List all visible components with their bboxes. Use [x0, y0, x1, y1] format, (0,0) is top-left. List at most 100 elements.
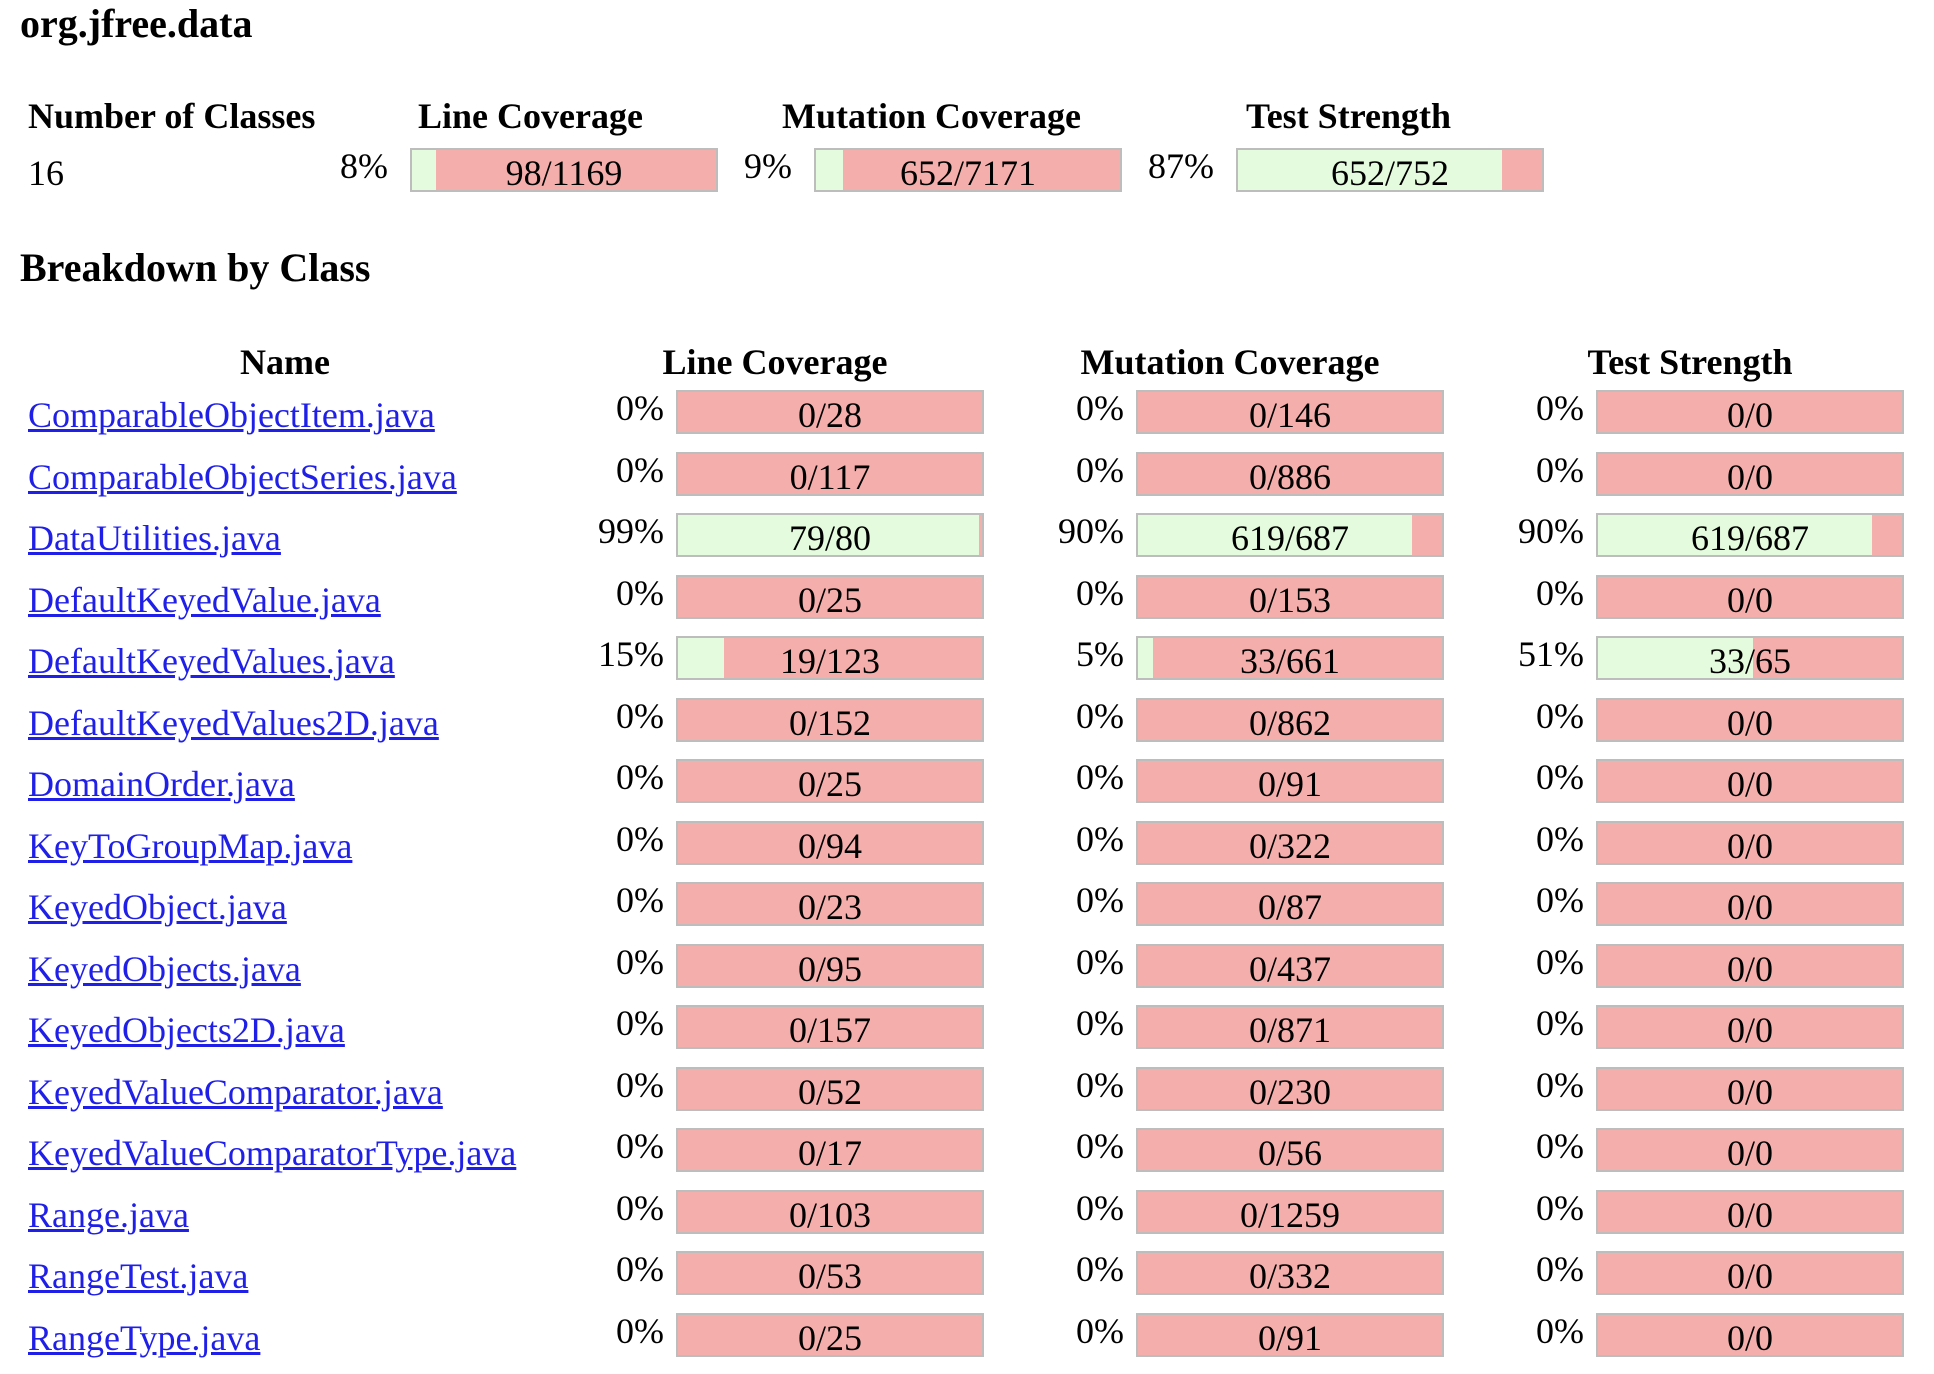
- bar-fill: [1138, 638, 1154, 678]
- bar-label: 0/25: [797, 764, 862, 803]
- class-link[interactable]: RangeType.java: [28, 1317, 261, 1358]
- bar-label: 0/87: [1257, 887, 1322, 926]
- summary-header-classes: Number of Classes: [28, 96, 316, 136]
- mutation-pct: 0%: [1076, 1126, 1124, 1166]
- mutation-pct: 90%: [1058, 511, 1124, 551]
- line-pct: 15%: [598, 634, 664, 674]
- strength-pct: 0%: [1536, 1003, 1584, 1043]
- line-bar: 0/25: [676, 1312, 984, 1357]
- bar-label: 0/152: [788, 702, 871, 742]
- class-link[interactable]: RangeTest.java: [28, 1256, 249, 1296]
- class-link[interactable]: KeyedValueComparator.java: [28, 1071, 443, 1112]
- line-pct: 0%: [616, 1126, 664, 1166]
- mutation-pct: 0%: [1076, 1310, 1124, 1351]
- strength-bar: 0/0: [1596, 759, 1904, 803]
- bar-label: 0/0: [1726, 764, 1773, 803]
- bar-label: 0/17: [797, 1133, 862, 1172]
- mutation-pct: 0%: [1076, 388, 1124, 428]
- bar-label: 0/28: [797, 395, 862, 434]
- class-link[interactable]: DomainOrder.java: [28, 764, 295, 804]
- mutation-bar: 0/1259: [1136, 1189, 1444, 1234]
- line-bar: 0/94: [676, 820, 984, 865]
- bar-label: 0/886: [1248, 456, 1331, 496]
- mutation-bar: 619/687: [1136, 513, 1444, 557]
- class-link[interactable]: DefaultKeyedValues.java: [28, 641, 395, 681]
- strength-bar: 0/0: [1596, 1312, 1904, 1357]
- bar-label: 0/157: [788, 1010, 871, 1049]
- line-pct: 0%: [616, 818, 664, 859]
- class-link[interactable]: KeyedObject.java: [28, 887, 287, 927]
- class-link[interactable]: ComparableObjectSeries.java: [28, 456, 457, 497]
- bar-label: 619/687: [1690, 518, 1809, 557]
- bar-label: 0/91: [1257, 764, 1322, 803]
- class-link[interactable]: ComparableObjectItem.java: [28, 395, 435, 435]
- bar-label: 0/0: [1726, 825, 1773, 865]
- bar-fill: [816, 150, 844, 190]
- line-pct: 0%: [616, 1249, 664, 1289]
- class-link[interactable]: DefaultKeyedValue.java: [28, 579, 381, 620]
- line-pct: 0%: [616, 1187, 664, 1228]
- bar-label: 0/25: [797, 1317, 862, 1357]
- class-link[interactable]: Range.java: [28, 1194, 189, 1235]
- mutation-bar: 0/146: [1136, 390, 1444, 434]
- mutation-pct: 5%: [1076, 634, 1124, 674]
- bar-label: 0/25: [797, 579, 862, 619]
- class-link[interactable]: DataUtilities.java: [28, 518, 281, 558]
- class-link[interactable]: KeyedObjects.java: [28, 948, 301, 989]
- line-pct: 0%: [616, 449, 664, 490]
- strength-pct: 0%: [1536, 757, 1584, 797]
- mutation-pct: 0%: [1076, 695, 1124, 736]
- line-bar: 0/95: [676, 943, 984, 988]
- class-link[interactable]: DefaultKeyedValues2D.java: [28, 702, 439, 743]
- summary-header-mutation: Mutation Coverage: [782, 96, 1081, 136]
- mutation-bar: 0/322: [1136, 820, 1444, 865]
- line-bar: 0/52: [676, 1066, 984, 1111]
- bar-label: 0/322: [1248, 825, 1331, 865]
- mutation-bar: 0/437: [1136, 943, 1444, 988]
- col-header-name: Name: [240, 342, 330, 382]
- mutation-bar: 33/661: [1136, 636, 1444, 680]
- strength-pct: 0%: [1536, 1310, 1584, 1351]
- strength-pct: 0%: [1536, 818, 1584, 859]
- bar-label: 33/65: [1708, 641, 1791, 680]
- mutation-bar: 0/91: [1136, 1312, 1444, 1357]
- strength-bar: 619/687: [1596, 513, 1904, 557]
- bar-label: 652/752: [1330, 153, 1449, 192]
- bar-label: 652/7171: [899, 153, 1036, 192]
- line-bar: 0/152: [676, 697, 984, 742]
- bar-label: 0/0: [1726, 579, 1773, 619]
- strength-pct: 0%: [1536, 1187, 1584, 1228]
- class-link[interactable]: KeyedObjects2D.java: [28, 1010, 345, 1050]
- mutation-pct: 0%: [1076, 757, 1124, 797]
- bar-label: 0/91: [1257, 1317, 1322, 1357]
- mutation-pct: 0%: [1076, 818, 1124, 859]
- col-header-strength: Test Strength: [1587, 342, 1793, 382]
- col-header-line: Line Coverage: [662, 342, 888, 382]
- bar-label: 0/56: [1257, 1133, 1322, 1172]
- line-bar: 0/53: [676, 1251, 984, 1295]
- class-link[interactable]: KeyToGroupMap.java: [28, 825, 353, 866]
- bar-label: 0/0: [1726, 1194, 1773, 1234]
- strength-bar: 0/0: [1596, 697, 1904, 742]
- strength-bar: 0/0: [1596, 1128, 1904, 1172]
- strength-pct: 0%: [1536, 1249, 1584, 1289]
- strength-pct: 51%: [1518, 634, 1584, 674]
- strength-bar: 0/0: [1596, 1066, 1904, 1111]
- summary-num-classes: 16: [28, 153, 64, 193]
- class-link[interactable]: KeyedValueComparatorType.java: [28, 1133, 517, 1173]
- line-pct: 0%: [616, 572, 664, 613]
- bar-fill: [412, 150, 437, 190]
- mutation-bar: 0/87: [1136, 882, 1444, 926]
- line-pct: 0%: [616, 1064, 664, 1105]
- strength-pct: 0%: [1536, 1126, 1584, 1166]
- bar-label: 0/437: [1248, 948, 1331, 988]
- strength-pct: 0%: [1536, 880, 1584, 920]
- line-pct: 0%: [616, 695, 664, 736]
- bar-label: 0/153: [1248, 579, 1331, 619]
- line-bar: 0/25: [676, 574, 984, 619]
- mutation-pct: 0%: [1076, 572, 1124, 613]
- bar-label: 0/1259: [1239, 1194, 1340, 1234]
- bar-label: 619/687: [1230, 518, 1349, 557]
- line-bar: 0/103: [676, 1189, 984, 1234]
- strength-pct: 0%: [1536, 941, 1584, 982]
